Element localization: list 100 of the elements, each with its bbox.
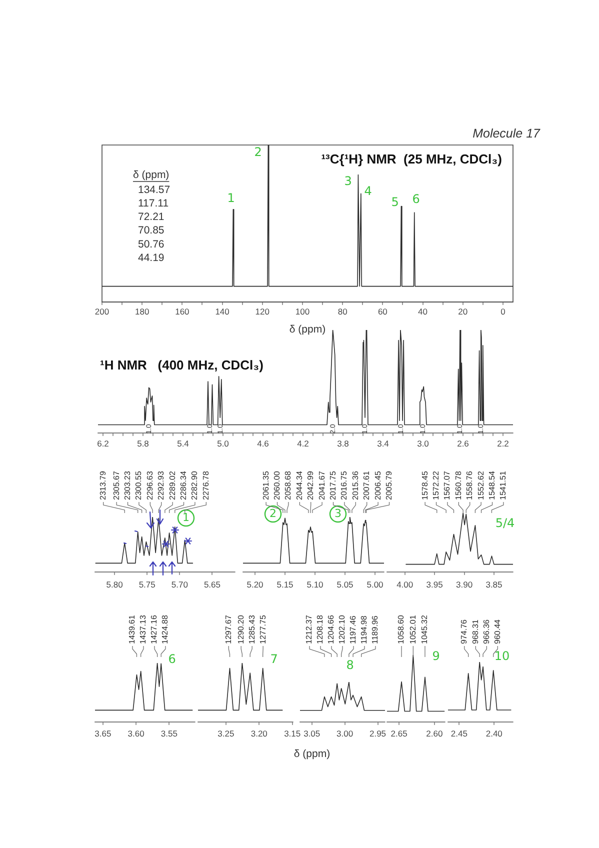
x-tick-label: 180 bbox=[135, 306, 150, 316]
x-tick-label: 5.65 bbox=[204, 579, 221, 590]
annotation: 966.36 bbox=[482, 618, 491, 644]
annotation: 1208.18 bbox=[316, 614, 325, 644]
annotation: 1290.20 bbox=[236, 614, 246, 644]
annotation: 10 bbox=[494, 649, 510, 664]
x-tick-label: 2.40 bbox=[486, 728, 503, 738]
x-tick-label: 5.70 bbox=[171, 579, 188, 590]
annotation: 1 bbox=[227, 191, 235, 206]
annotation: 1194.98 bbox=[360, 615, 369, 644]
x-tick-label: 4.00 bbox=[396, 579, 414, 590]
annotation: 1 bbox=[182, 510, 190, 524]
x-tick-label: 4.6 bbox=[257, 438, 270, 448]
x-tick-label: 3.8 bbox=[337, 438, 350, 448]
annotation: 2305.67 bbox=[112, 470, 121, 500]
annotation: 1285.43 bbox=[247, 614, 256, 644]
annotation: 1277.75 bbox=[258, 614, 268, 644]
annotation: 1197.46 bbox=[348, 615, 358, 644]
annotation: 7 bbox=[270, 652, 278, 666]
annotation: 2060.00 bbox=[272, 470, 282, 500]
annotation: 1567.07 bbox=[442, 470, 452, 500]
annotation: 2313.79 bbox=[98, 470, 108, 500]
annotation: 4 bbox=[364, 184, 372, 198]
annotation: 1058.60 bbox=[396, 614, 406, 644]
text: 8 bbox=[346, 658, 354, 672]
x-tick-label: 3.65 bbox=[94, 728, 112, 738]
annotation: 1541.51 bbox=[498, 470, 508, 500]
annotation: 5/4 bbox=[495, 516, 515, 530]
annotation: 1297.67 bbox=[224, 614, 233, 644]
x-tick-label: 3.0 bbox=[417, 438, 430, 448]
annotation: 2042.99 bbox=[306, 470, 316, 500]
annotation: 2289.02 bbox=[168, 470, 177, 500]
annotation: 6 bbox=[412, 192, 420, 206]
x-tick-label: 80 bbox=[338, 306, 348, 316]
annotation: 968.31 bbox=[470, 618, 480, 644]
annotation: 3 bbox=[334, 506, 342, 520]
x-tick-label: 5.00 bbox=[366, 579, 384, 590]
annotation: 2286.34 bbox=[178, 470, 188, 500]
x-tick-label: 100 bbox=[295, 306, 310, 316]
x-tick-label: 120 bbox=[255, 306, 270, 316]
annotation: 2061.35 bbox=[261, 470, 270, 500]
x-tick-label: 5.05 bbox=[336, 579, 354, 590]
annotation: 1552.62 bbox=[476, 470, 486, 500]
x-tick-label: 3.95 bbox=[426, 579, 444, 590]
x-tick-label: 5.4 bbox=[177, 438, 190, 448]
annotation: 1045.32 bbox=[420, 614, 430, 644]
annotation: 1204.66 bbox=[326, 614, 336, 644]
annotation: 2276.78 bbox=[201, 470, 210, 500]
annotation: 2016.75 bbox=[340, 470, 349, 500]
annotation: 1052.01 bbox=[408, 614, 418, 644]
text: Molecule 17 bbox=[472, 126, 542, 140]
x-tick-label: 3.25 bbox=[218, 728, 234, 738]
annotation: 2015.36 bbox=[350, 470, 360, 500]
x-tick-label: 40 bbox=[418, 306, 428, 316]
x-tick-label: 0 bbox=[500, 306, 506, 316]
annotation: 1558.76 bbox=[465, 470, 474, 500]
x-axis-title: δ (ppm) bbox=[289, 324, 326, 336]
x-tick-label: 3.85 bbox=[486, 579, 503, 590]
x-tick-label: 5.15 bbox=[276, 579, 294, 590]
annotation: 1212.37 bbox=[304, 614, 314, 644]
annotation: 2282.90 bbox=[190, 470, 200, 500]
x-tick-label: 3.60 bbox=[128, 728, 145, 738]
x-tick-label: 60 bbox=[378, 306, 388, 316]
annotation: 5 bbox=[391, 195, 399, 210]
x-tick-label: 2.95 bbox=[369, 728, 386, 738]
x-tick-label: 3.55 bbox=[160, 728, 178, 738]
annotation: 2292.93 bbox=[156, 470, 166, 500]
annotation: 1189.96 bbox=[370, 615, 380, 644]
x-tick-label: 3.90 bbox=[456, 579, 473, 590]
x-tick-label: 5.8 bbox=[137, 438, 150, 448]
text: ¹H NMR (400 MHz, CDCl₃) bbox=[100, 358, 264, 373]
x-tick-label: 140 bbox=[215, 306, 230, 316]
annotation: 1439.61 bbox=[128, 614, 137, 644]
x-tick-label: 3.00 bbox=[336, 728, 354, 738]
x-tick-label: 20 bbox=[458, 306, 468, 316]
x-tick-label: 160 bbox=[175, 306, 190, 316]
x-tick-label: 5.10 bbox=[306, 579, 324, 590]
annotation: 1548.54 bbox=[487, 470, 496, 500]
annotation: 1437.13 bbox=[138, 614, 148, 644]
x-tick-label: 6.2 bbox=[97, 438, 110, 448]
x-tick-label: 3.4 bbox=[377, 438, 390, 448]
annotation: 1202.10 bbox=[338, 614, 347, 644]
annotation: 6 bbox=[168, 652, 176, 666]
annotation: 1578.45 bbox=[420, 470, 430, 500]
annotation: 1560.78 bbox=[454, 470, 463, 500]
annotation: 9 bbox=[432, 649, 440, 664]
annotation: 3 bbox=[344, 174, 352, 188]
annotation: 117.11 bbox=[138, 197, 169, 210]
annotation: 2017.75 bbox=[328, 470, 338, 500]
x-axis-title: δ (ppm) bbox=[294, 748, 330, 760]
x-tick-label: 2.6 bbox=[457, 438, 470, 448]
x-tick-label: 5.80 bbox=[106, 579, 124, 590]
annotation: 134.57 bbox=[138, 184, 170, 196]
annotation: 2 bbox=[254, 145, 262, 160]
x-tick-label: 2.45 bbox=[450, 728, 468, 738]
annotation: 44.19 bbox=[138, 252, 164, 264]
annotation: 2041.67 bbox=[317, 470, 326, 500]
annotation: 1572.22 bbox=[431, 470, 440, 500]
x-tick-label: 3.15 bbox=[284, 728, 301, 738]
annotation: 2044.34 bbox=[294, 470, 304, 500]
